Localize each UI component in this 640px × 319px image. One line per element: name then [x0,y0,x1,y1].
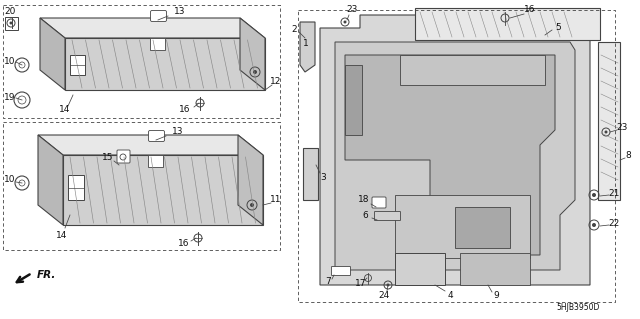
Polygon shape [415,8,600,40]
Circle shape [344,20,346,24]
Polygon shape [38,135,263,155]
Text: 3: 3 [320,173,326,182]
Text: 24: 24 [378,291,390,300]
Text: 14: 14 [56,231,68,240]
Text: 14: 14 [60,106,70,115]
Text: 11: 11 [270,196,282,204]
Circle shape [592,193,596,197]
Text: 4: 4 [447,291,453,300]
Text: 10: 10 [4,175,16,184]
Text: 5HJB3950D: 5HJB3950D [557,303,600,312]
Polygon shape [320,15,590,285]
FancyBboxPatch shape [5,17,18,30]
Polygon shape [395,253,445,285]
Circle shape [387,284,390,286]
Polygon shape [40,18,265,38]
Text: 18: 18 [358,196,370,204]
Text: 13: 13 [174,8,186,17]
Polygon shape [455,207,510,248]
Text: 5: 5 [555,24,561,33]
Text: 16: 16 [179,240,189,249]
FancyBboxPatch shape [117,150,130,163]
Text: 22: 22 [609,219,620,227]
Polygon shape [345,55,555,255]
Polygon shape [300,22,315,72]
Text: 23: 23 [616,123,628,132]
Text: 19: 19 [4,93,16,101]
Text: 8: 8 [625,151,631,160]
Circle shape [250,203,254,207]
Text: 7: 7 [325,278,331,286]
FancyBboxPatch shape [374,211,401,220]
FancyBboxPatch shape [332,266,351,276]
Polygon shape [400,55,545,85]
Text: FR.: FR. [37,270,56,280]
Circle shape [253,70,257,74]
Polygon shape [335,42,575,270]
Polygon shape [38,135,63,225]
Text: 17: 17 [355,278,367,287]
FancyBboxPatch shape [148,130,164,142]
Text: 20: 20 [4,8,16,17]
Polygon shape [238,135,263,225]
Text: 23: 23 [346,5,358,14]
Text: 16: 16 [524,5,536,14]
Text: 1: 1 [303,39,309,48]
Circle shape [10,21,13,25]
Polygon shape [65,38,265,90]
Text: 10: 10 [4,57,16,66]
Text: 6: 6 [362,211,368,220]
Text: 2: 2 [291,26,297,34]
Circle shape [605,130,607,133]
Text: 21: 21 [608,189,620,197]
Polygon shape [598,42,620,200]
Circle shape [592,223,596,227]
Polygon shape [148,155,163,167]
Text: 16: 16 [179,106,191,115]
FancyBboxPatch shape [150,11,166,21]
Text: 15: 15 [102,152,114,161]
FancyBboxPatch shape [372,197,386,208]
Polygon shape [40,18,65,90]
Polygon shape [150,38,165,50]
Text: 9: 9 [493,291,499,300]
Polygon shape [63,155,263,225]
Polygon shape [240,18,265,90]
Polygon shape [395,195,530,258]
Polygon shape [70,55,85,75]
Polygon shape [68,175,84,200]
Text: 12: 12 [270,78,282,86]
Text: 13: 13 [172,128,184,137]
Polygon shape [303,148,318,200]
Polygon shape [345,65,362,135]
Polygon shape [460,253,530,285]
